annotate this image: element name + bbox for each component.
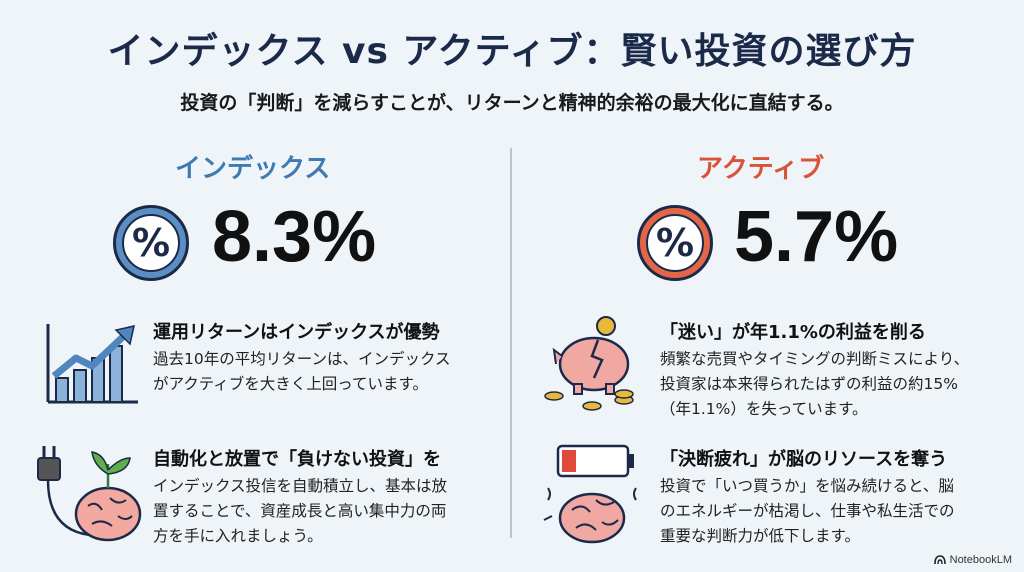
active-item-1-title: 「迷い」が年1.1%の利益を削る [660,322,926,343]
index-heading: インデックス [175,154,331,184]
brain-plug-plant-icon [37,446,142,542]
index-item-1-title: 運用リターンはインデックスが優勢 [153,322,440,343]
percent-icon: % [113,205,189,281]
active-item-2-body: 投資で「いつ買うか」を悩み続けると、脳 のエネルギーが枯渇し、仕事や私生活での … [660,477,955,545]
notebooklm-logo-icon [933,555,946,565]
active-item-1-body: 頻繁な売買やタイミングの判断ミスにより、 投資家は本来得られたはずの利益の約15… [660,350,970,418]
active-item-2-title: 「決断疲れ」が脳のリソースを奪う [660,449,948,470]
index-item-2-body: インデックス投信を自動積立し、基本は放 置することで、資産成長と高い集中力の両 … [153,477,448,545]
column-divider [510,148,512,538]
index-rate: 8.3% [212,197,377,277]
page-subtitle: 投資の「判断」を減らすことが、リターンと精神的余裕の最大化に直結する。 [180,92,844,114]
watermark-label: NotebookLM [949,554,1012,566]
active-heading: アクティブ [697,154,825,184]
page-title: インデックス vs アクティブ：賢い投資の選び方 [107,31,917,72]
broken-piggy-bank-icon [544,316,634,411]
watermark: NotebookLM [933,554,1012,566]
bar-chart-up-icon [46,324,138,404]
index-item-1-body: 過去10年の平均リターンは、インデックス がアクティブを大きく上回っています。 [153,350,451,393]
index-item-2-title: 自動化と放置で「負けない投資」を [153,449,441,470]
low-battery-brain-icon [543,444,637,544]
percent-icon: % [637,205,713,281]
active-rate: 5.7% [734,197,899,277]
